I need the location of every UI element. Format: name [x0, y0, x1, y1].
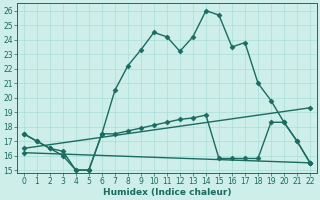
X-axis label: Humidex (Indice chaleur): Humidex (Indice chaleur): [103, 188, 231, 197]
